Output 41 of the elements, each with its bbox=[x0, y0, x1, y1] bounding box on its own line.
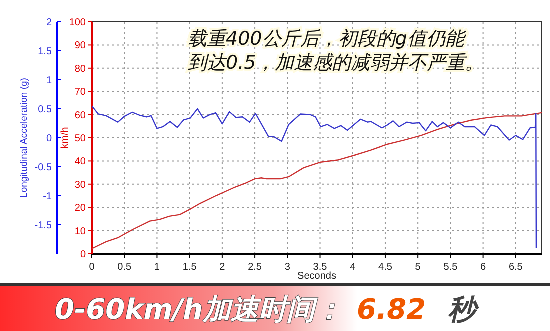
x-tick-label: 0 bbox=[89, 262, 96, 273]
y-tick-label: 70 bbox=[74, 87, 86, 98]
y-tick-label: 100 bbox=[69, 18, 86, 28]
y2-tick-label: -1 bbox=[43, 192, 52, 202]
y-tick-label: 20 bbox=[74, 203, 86, 214]
y2-tick-label: -0.5 bbox=[34, 162, 52, 174]
x-tick-label: 6 bbox=[480, 262, 487, 273]
y2-tick-label: -1.5 bbox=[34, 220, 52, 232]
y-tick-label: 50 bbox=[74, 134, 86, 144]
y-tick-label: 80 bbox=[74, 64, 86, 75]
y2-tick-label: 0 bbox=[46, 134, 52, 144]
text: 6.82 bbox=[357, 293, 426, 326]
x-tick-label: 5.5 bbox=[444, 262, 458, 273]
x-tick-label: 5 bbox=[415, 262, 422, 273]
y2-tick-label: 2 bbox=[46, 18, 52, 28]
y-tick-label: 40 bbox=[74, 156, 86, 168]
y-axis-title: km/h bbox=[60, 127, 71, 149]
x-tick-label: 2.5 bbox=[248, 262, 262, 273]
text: 0-60km/h加速时间： bbox=[55, 293, 344, 326]
y-tick-label: 90 bbox=[74, 40, 86, 52]
x-tick-label: 2 bbox=[220, 262, 226, 273]
annotation: 到达0.5，加速感的减弱并不严重。 bbox=[188, 52, 484, 74]
x-tick-label: 1 bbox=[154, 262, 160, 273]
x-tick-label: 1.5 bbox=[182, 262, 198, 273]
x-tick-label: 3.5 bbox=[313, 262, 328, 273]
x-tick-label: 3 bbox=[284, 262, 291, 273]
y-tick-label: 0 bbox=[80, 250, 86, 260]
y2-tick-label: 0.5 bbox=[38, 104, 52, 116]
y-tick-label: 30 bbox=[74, 180, 86, 191]
x-tick-label: 6.5 bbox=[508, 262, 524, 273]
y-tick-label: 60 bbox=[74, 110, 86, 122]
y2-tick-label: 1.5 bbox=[38, 46, 52, 58]
x-axis-title: Seconds bbox=[298, 271, 336, 282]
y2-axis-title: Longitudinal Acceleration (g) bbox=[19, 78, 30, 198]
y2-tick-label: 1 bbox=[46, 76, 52, 86]
x-tick-label: 4.5 bbox=[378, 262, 393, 273]
x-tick-label: 4 bbox=[350, 262, 356, 273]
y-tick-label: 10 bbox=[74, 226, 86, 238]
x-tick-label: 0.5 bbox=[118, 262, 132, 273]
annotation: 载重400公斤后，初段的g值仍能 bbox=[188, 28, 468, 50]
text: 秒 bbox=[448, 293, 480, 326]
